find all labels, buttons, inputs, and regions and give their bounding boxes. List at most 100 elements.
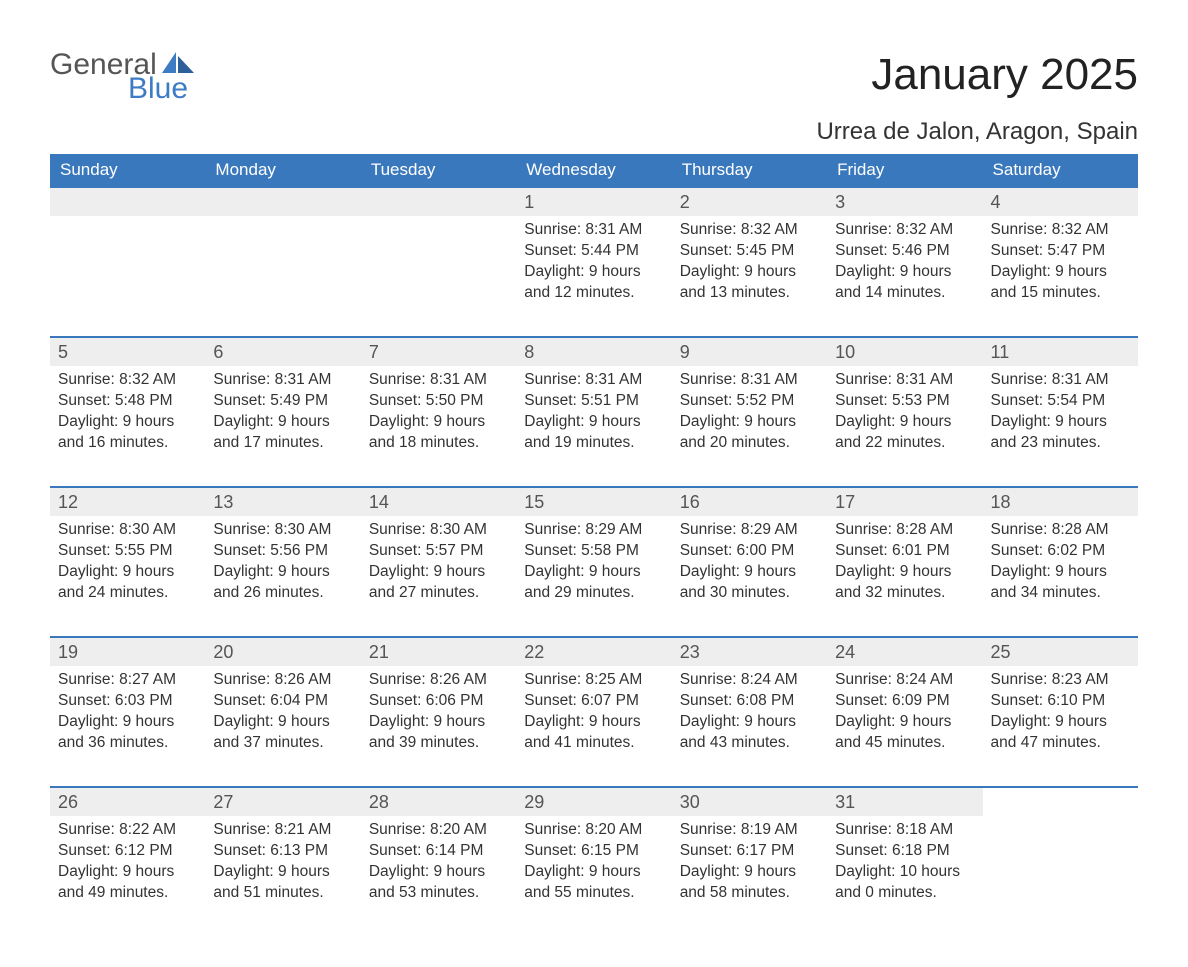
weekday-header: Wednesday (516, 154, 671, 187)
sunset-line: Sunset: 6:09 PM (835, 691, 974, 712)
sunset-line: Sunset: 6:13 PM (213, 841, 352, 862)
daylight-line: Daylight: 9 hours and 12 minutes. (524, 262, 663, 304)
day-data: Sunrise: 8:30 AMSunset: 5:55 PMDaylight:… (50, 516, 205, 604)
sunrise-line: Sunrise: 8:30 AM (213, 520, 352, 541)
sunset-line: Sunset: 5:51 PM (524, 391, 663, 412)
day-data: Sunrise: 8:24 AMSunset: 6:09 PMDaylight:… (827, 666, 982, 754)
sunrise-line: Sunrise: 8:24 AM (835, 670, 974, 691)
weekday-header: Saturday (983, 154, 1138, 187)
sunset-line: Sunset: 5:49 PM (213, 391, 352, 412)
sunset-line: Sunset: 6:10 PM (991, 691, 1130, 712)
day-number: 6 (205, 338, 360, 366)
calendar-week: 5Sunrise: 8:32 AMSunset: 5:48 PMDaylight… (50, 337, 1138, 487)
sunset-line: Sunset: 5:57 PM (369, 541, 508, 562)
sunset-line: Sunset: 5:58 PM (524, 541, 663, 562)
calendar-cell: 23Sunrise: 8:24 AMSunset: 6:08 PMDayligh… (672, 637, 827, 787)
day-number: 20 (205, 638, 360, 666)
calendar-cell: 1Sunrise: 8:31 AMSunset: 5:44 PMDaylight… (516, 187, 671, 337)
daylight-line: Daylight: 9 hours and 17 minutes. (213, 412, 352, 454)
calendar-cell: 25Sunrise: 8:23 AMSunset: 6:10 PMDayligh… (983, 637, 1138, 787)
day-data: Sunrise: 8:26 AMSunset: 6:04 PMDaylight:… (205, 666, 360, 754)
daylight-line: Daylight: 9 hours and 15 minutes. (991, 262, 1130, 304)
daylight-line: Daylight: 9 hours and 58 minutes. (680, 862, 819, 904)
day-data: Sunrise: 8:31 AMSunset: 5:52 PMDaylight:… (672, 366, 827, 454)
calendar-cell: 31Sunrise: 8:18 AMSunset: 6:18 PMDayligh… (827, 787, 982, 937)
day-data: Sunrise: 8:32 AMSunset: 5:47 PMDaylight:… (983, 216, 1138, 304)
calendar-cell: 30Sunrise: 8:19 AMSunset: 6:17 PMDayligh… (672, 787, 827, 937)
daylight-line: Daylight: 9 hours and 32 minutes. (835, 562, 974, 604)
daylight-line: Daylight: 9 hours and 13 minutes. (680, 262, 819, 304)
calendar-cell: 10Sunrise: 8:31 AMSunset: 5:53 PMDayligh… (827, 337, 982, 487)
calendar-cell (983, 787, 1138, 937)
sunset-line: Sunset: 6:00 PM (680, 541, 819, 562)
calendar-cell: 9Sunrise: 8:31 AMSunset: 5:52 PMDaylight… (672, 337, 827, 487)
calendar-cell: 20Sunrise: 8:26 AMSunset: 6:04 PMDayligh… (205, 637, 360, 787)
day-data: Sunrise: 8:29 AMSunset: 5:58 PMDaylight:… (516, 516, 671, 604)
location-label: Urrea de Jalon, Aragon, Spain (816, 118, 1138, 146)
day-number: 30 (672, 788, 827, 816)
daylight-line: Daylight: 9 hours and 55 minutes. (524, 862, 663, 904)
daylight-line: Daylight: 9 hours and 37 minutes. (213, 712, 352, 754)
daylight-line: Daylight: 9 hours and 43 minutes. (680, 712, 819, 754)
day-number-empty (205, 188, 360, 216)
sunset-line: Sunset: 5:56 PM (213, 541, 352, 562)
sunset-line: Sunset: 5:47 PM (991, 241, 1130, 262)
sunset-line: Sunset: 6:08 PM (680, 691, 819, 712)
sunrise-line: Sunrise: 8:27 AM (58, 670, 197, 691)
calendar-cell: 8Sunrise: 8:31 AMSunset: 5:51 PMDaylight… (516, 337, 671, 487)
daylight-line: Daylight: 9 hours and 45 minutes. (835, 712, 974, 754)
day-data: Sunrise: 8:32 AMSunset: 5:46 PMDaylight:… (827, 216, 982, 304)
sunset-line: Sunset: 5:55 PM (58, 541, 197, 562)
day-data: Sunrise: 8:31 AMSunset: 5:54 PMDaylight:… (983, 366, 1138, 454)
sunset-line: Sunset: 5:45 PM (680, 241, 819, 262)
daylight-line: Daylight: 9 hours and 23 minutes. (991, 412, 1130, 454)
day-number: 5 (50, 338, 205, 366)
sunset-line: Sunset: 6:14 PM (369, 841, 508, 862)
calendar-cell: 22Sunrise: 8:25 AMSunset: 6:07 PMDayligh… (516, 637, 671, 787)
calendar-cell (205, 187, 360, 337)
calendar-cell: 19Sunrise: 8:27 AMSunset: 6:03 PMDayligh… (50, 637, 205, 787)
daylight-line: Daylight: 10 hours and 0 minutes. (835, 862, 974, 904)
calendar-week: 1Sunrise: 8:31 AMSunset: 5:44 PMDaylight… (50, 187, 1138, 337)
day-number: 14 (361, 488, 516, 516)
day-number: 17 (827, 488, 982, 516)
day-data: Sunrise: 8:32 AMSunset: 5:45 PMDaylight:… (672, 216, 827, 304)
calendar-cell: 4Sunrise: 8:32 AMSunset: 5:47 PMDaylight… (983, 187, 1138, 337)
day-data: Sunrise: 8:28 AMSunset: 6:02 PMDaylight:… (983, 516, 1138, 604)
daylight-line: Daylight: 9 hours and 53 minutes. (369, 862, 508, 904)
day-data: Sunrise: 8:18 AMSunset: 6:18 PMDaylight:… (827, 816, 982, 904)
day-number: 10 (827, 338, 982, 366)
sunrise-line: Sunrise: 8:24 AM (680, 670, 819, 691)
calendar-body: 1Sunrise: 8:31 AMSunset: 5:44 PMDaylight… (50, 187, 1138, 937)
calendar-header: SundayMondayTuesdayWednesdayThursdayFrid… (50, 154, 1138, 187)
day-number: 13 (205, 488, 360, 516)
daylight-line: Daylight: 9 hours and 47 minutes. (991, 712, 1130, 754)
day-number: 7 (361, 338, 516, 366)
day-data: Sunrise: 8:31 AMSunset: 5:53 PMDaylight:… (827, 366, 982, 454)
day-number: 16 (672, 488, 827, 516)
day-number: 28 (361, 788, 516, 816)
sunset-line: Sunset: 6:07 PM (524, 691, 663, 712)
day-data: Sunrise: 8:30 AMSunset: 5:56 PMDaylight:… (205, 516, 360, 604)
sunrise-line: Sunrise: 8:32 AM (991, 220, 1130, 241)
day-number: 12 (50, 488, 205, 516)
sunset-line: Sunset: 5:48 PM (58, 391, 197, 412)
calendar-cell: 21Sunrise: 8:26 AMSunset: 6:06 PMDayligh… (361, 637, 516, 787)
day-number: 31 (827, 788, 982, 816)
day-data: Sunrise: 8:29 AMSunset: 6:00 PMDaylight:… (672, 516, 827, 604)
calendar-cell: 17Sunrise: 8:28 AMSunset: 6:01 PMDayligh… (827, 487, 982, 637)
daylight-line: Daylight: 9 hours and 49 minutes. (58, 862, 197, 904)
sunset-line: Sunset: 5:50 PM (369, 391, 508, 412)
sunrise-line: Sunrise: 8:22 AM (58, 820, 197, 841)
day-number: 21 (361, 638, 516, 666)
weekday-header: Monday (205, 154, 360, 187)
weekday-header: Sunday (50, 154, 205, 187)
day-number: 18 (983, 488, 1138, 516)
sunrise-line: Sunrise: 8:29 AM (524, 520, 663, 541)
sunset-line: Sunset: 6:01 PM (835, 541, 974, 562)
sunrise-line: Sunrise: 8:28 AM (991, 520, 1130, 541)
page: General Blue January 2025 Urrea de Jalon… (0, 0, 1188, 967)
day-number: 26 (50, 788, 205, 816)
sunrise-line: Sunrise: 8:31 AM (524, 220, 663, 241)
sunrise-line: Sunrise: 8:31 AM (369, 370, 508, 391)
